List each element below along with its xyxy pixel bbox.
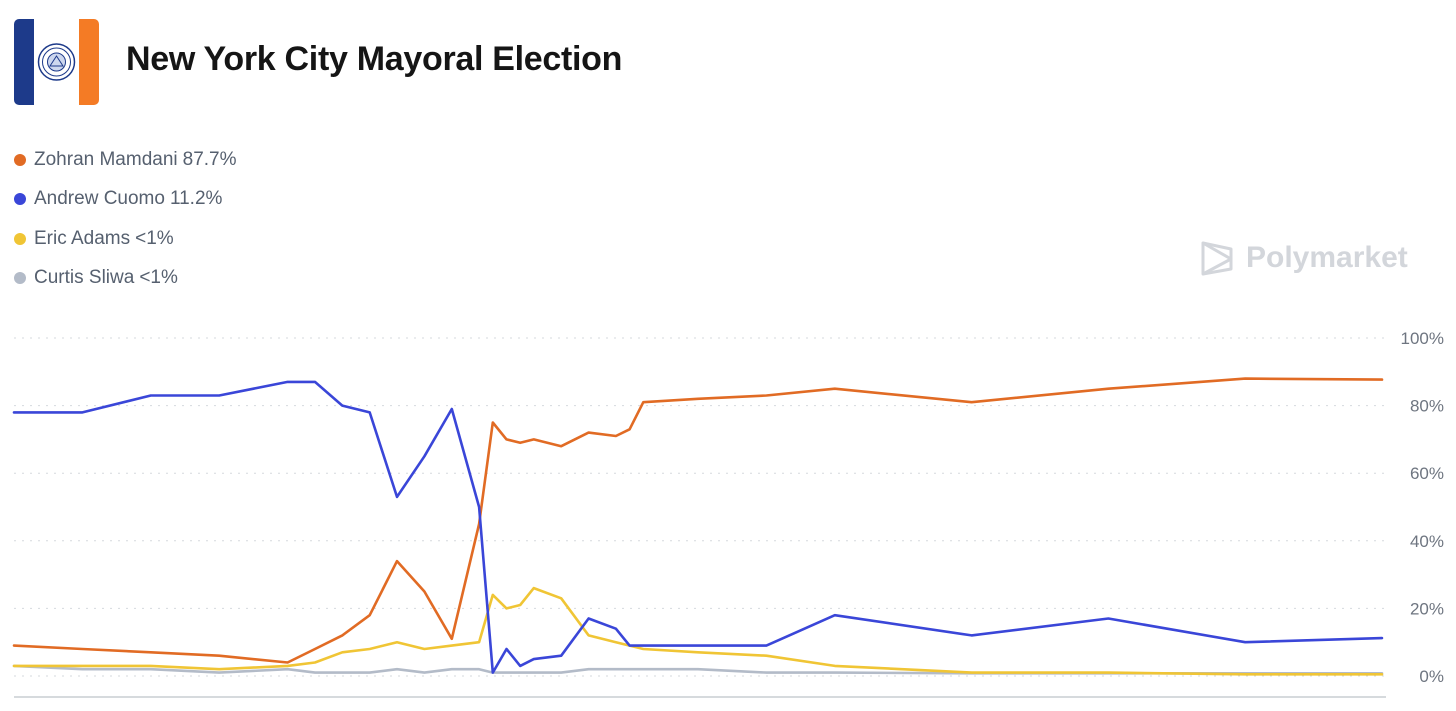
chart-series (12, 377, 1384, 676)
series-line-andrew-cuomo (12, 380, 1384, 674)
y-tick-label: 20% (1410, 599, 1444, 618)
legend-label: Zohran Mamdani (34, 148, 178, 170)
watermark-text: Polymarket (1246, 241, 1408, 274)
legend-item-mamdani: Zohran Mamdani 87.7% (14, 140, 237, 180)
legend-dot-cuomo (14, 193, 26, 206)
legend-value: 11.2% (169, 188, 223, 210)
y-tick-label: 100% (1401, 329, 1444, 348)
polymarket-logo-icon (1201, 241, 1233, 276)
y-tick-label: 0% (1419, 667, 1444, 686)
nyc-flag-logo (14, 19, 99, 105)
y-tick-label: 80% (1410, 397, 1444, 416)
legend-item-sliwa: Curtis Sliwa <1% (14, 259, 237, 299)
chart-grid (14, 337, 1390, 677)
series-line-curtis-sliwa (12, 664, 1384, 675)
polymarket-watermark: Polymarket (1200, 239, 1408, 277)
series-line-eric-adams (12, 586, 1384, 676)
series-line-zohran-mamdani (12, 377, 1384, 664)
page-title: New York City Mayoral Election (126, 40, 623, 78)
chart-legend: Zohran Mamdani 87.7% Andrew Cuomo 11.2% … (14, 140, 237, 298)
line-chart: 100% 80% 60% 40% 20% 0% (12, 329, 1444, 698)
legend-label: Curtis Sliwa (34, 267, 135, 289)
legend-value: 87.7% (182, 148, 237, 170)
y-tick-label: 60% (1410, 464, 1444, 483)
legend-value: <1% (135, 227, 174, 249)
legend-dot-adams (14, 232, 26, 245)
legend-label: Andrew Cuomo (34, 188, 165, 210)
legend-label: Eric Adams (34, 227, 131, 249)
legend-item-cuomo: Andrew Cuomo 11.2% (14, 180, 237, 220)
legend-value: <1% (139, 267, 178, 289)
y-tick-label: 40% (1410, 532, 1444, 551)
legend-item-adams: Eric Adams <1% (14, 219, 237, 259)
nyc-flag-seal-icon (14, 19, 99, 105)
y-axis-ticks: 100% 80% 60% 40% 20% 0% (1401, 329, 1444, 686)
legend-dot-mamdani (14, 153, 26, 166)
legend-dot-sliwa (14, 272, 26, 285)
